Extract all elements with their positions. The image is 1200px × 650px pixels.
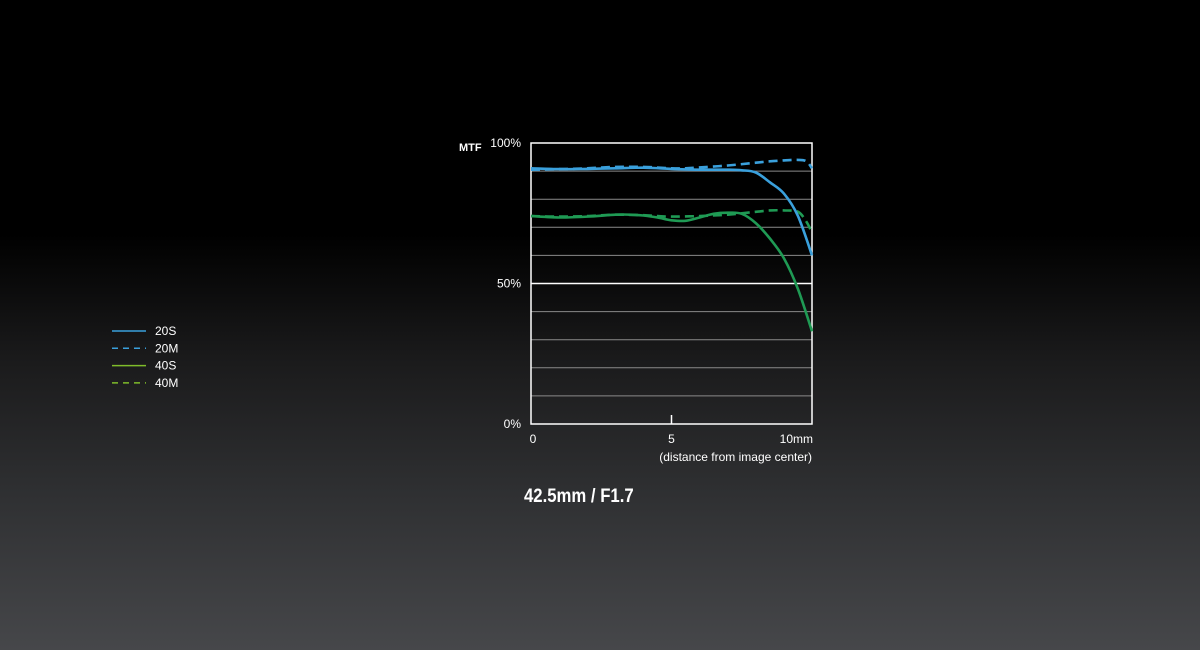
y-tick-label: 50% xyxy=(497,277,521,291)
legend-label-20s: 20S xyxy=(155,324,176,338)
axis-labels: MTF (distance from image center) xyxy=(459,142,812,464)
grid-lines xyxy=(531,170,812,397)
y-axis-label: MTF xyxy=(459,142,482,154)
series-line-40s xyxy=(530,211,814,332)
tick-labels: 100% 50% 0% 0 5 10mm xyxy=(490,136,813,446)
y-tick-label: 100% xyxy=(490,136,521,150)
legend: 20S 20M 40S 40M xyxy=(112,324,178,390)
x-tick-label: 10mm xyxy=(780,432,813,446)
x-tick-label: 5 xyxy=(668,432,675,446)
y-tick-label: 0% xyxy=(504,417,522,431)
series-line-20s xyxy=(530,166,814,256)
lens-caption: 42.5mm / F1.7 xyxy=(524,486,634,507)
legend-label-40s: 40S xyxy=(155,359,176,373)
legend-label-40m: 40M xyxy=(155,376,178,390)
x-tick-label: 0 xyxy=(530,432,537,446)
x-axis-label: (distance from image center) xyxy=(659,450,812,464)
series-layer xyxy=(530,158,814,332)
legend-label-20m: 20M xyxy=(155,341,178,355)
